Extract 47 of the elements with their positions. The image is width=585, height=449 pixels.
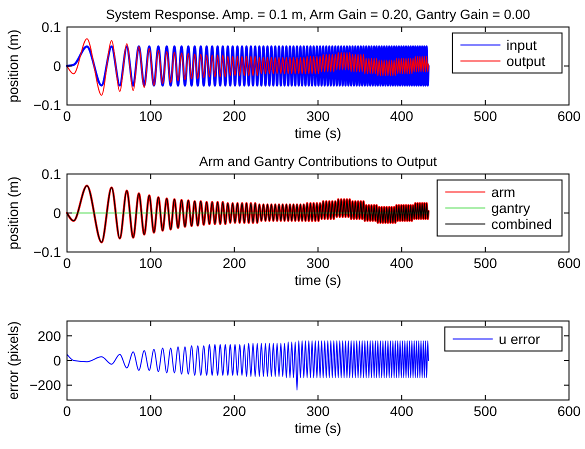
y-axis-title: position (m) xyxy=(5,176,21,250)
y-axis-title: error (pixels) xyxy=(5,321,21,400)
x-tick-label: 600 xyxy=(557,255,581,271)
x-axis-title: time (s) xyxy=(294,420,342,436)
y-axis-title: position (m) xyxy=(5,29,21,103)
legend-label: input xyxy=(506,37,537,53)
x-tick-label: 0 xyxy=(63,403,72,419)
y-tick-label: 0 xyxy=(53,352,62,368)
y-tick-label: 0 xyxy=(53,205,62,221)
y-tick-label: 0.1 xyxy=(42,166,62,182)
x-tick-label: 500 xyxy=(474,403,498,419)
legend-label: gantry xyxy=(491,200,530,216)
x-axis-title: time (s) xyxy=(294,272,342,288)
chart-title: Arm and Gantry Contributions to Output xyxy=(199,154,438,169)
line-series xyxy=(66,340,429,391)
y-tick-label: −0.1 xyxy=(33,97,62,113)
legend-label: arm xyxy=(491,184,516,200)
legend-label: u error xyxy=(498,331,540,347)
x-tick-label: 600 xyxy=(557,403,581,419)
x-tick-label: 500 xyxy=(474,255,498,271)
x-tick-label: 400 xyxy=(390,403,414,419)
y-tick-label: −200 xyxy=(29,377,62,394)
x-tick-label: 600 xyxy=(557,108,581,124)
x-tick-label: 200 xyxy=(222,255,246,271)
x-tick-label: 100 xyxy=(138,403,163,419)
line-series xyxy=(66,38,429,96)
y-tick-label: 200 xyxy=(38,328,62,344)
x-tick-label: 300 xyxy=(306,108,330,124)
x-tick-label: 400 xyxy=(390,108,414,124)
x-tick-label: 100 xyxy=(138,255,163,271)
x-axis-title: time (s) xyxy=(294,125,342,141)
legend-label: combined xyxy=(491,216,552,232)
x-tick-label: 0 xyxy=(63,108,72,124)
x-tick-label: 300 xyxy=(306,403,330,419)
legend-label: output xyxy=(506,53,546,69)
x-tick-label: 500 xyxy=(474,108,498,124)
line-series xyxy=(66,45,430,87)
x-tick-label: 200 xyxy=(222,403,246,419)
x-tick-label: 0 xyxy=(63,255,72,271)
y-tick-label: 0.1 xyxy=(42,19,62,35)
y-tick-label: 0 xyxy=(53,58,62,74)
y-tick-label: −0.1 xyxy=(33,244,62,260)
x-tick-label: 100 xyxy=(138,108,163,124)
chart-title: System Response. Amp. = 0.1 m, Arm Gain = 0.20, Gantry Gain = 0.00 xyxy=(106,7,530,22)
x-tick-label: 300 xyxy=(306,255,330,271)
x-tick-label: 400 xyxy=(390,255,414,271)
x-tick-label: 200 xyxy=(222,108,246,124)
